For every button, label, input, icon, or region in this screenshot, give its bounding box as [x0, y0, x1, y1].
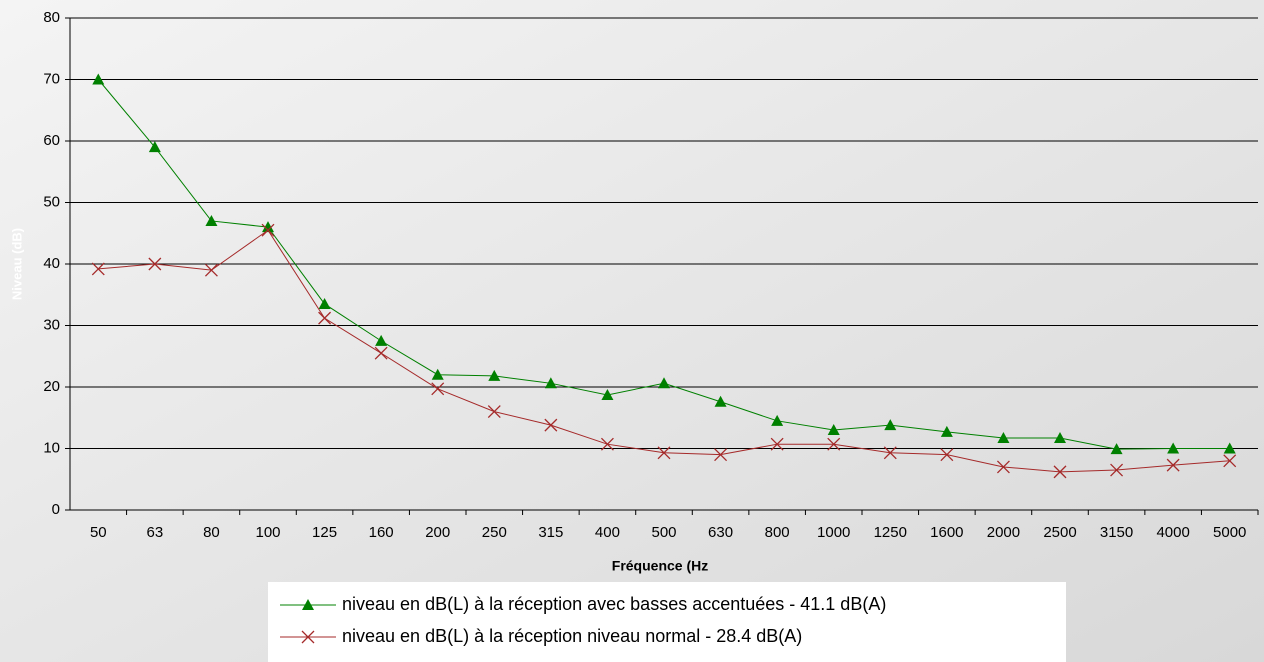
x-tick-label: 250 [482, 524, 507, 541]
y-tick-label: 0 [52, 501, 60, 518]
y-tick-label: 60 [43, 132, 60, 149]
y-tick-label: 50 [43, 193, 60, 210]
y-axis-label: Niveau (dB) [9, 228, 24, 300]
x-tick-label: 2000 [987, 524, 1020, 541]
legend-label: niveau en dB(L) à la réception niveau no… [342, 626, 802, 646]
x-tick-label: 400 [595, 524, 620, 541]
x-tick-label: 3150 [1100, 524, 1133, 541]
x-tick-label: 5000 [1213, 524, 1246, 541]
page: Fréquence (Hz Niveau (dB) 0 10 20 30 40 50 60 7… [0, 0, 1264, 662]
y-tick-label: 70 [43, 70, 60, 87]
y-tick-label: 80 [43, 9, 60, 26]
x-tick-label: 200 [425, 524, 450, 541]
x-tick-label: 1000 [817, 524, 850, 541]
x-tick-label: 63 [147, 524, 164, 541]
x-tick-label: 80 [203, 524, 220, 541]
y-tick-label: 20 [43, 378, 60, 395]
x-tick-label: 125 [312, 524, 337, 541]
y-tick-label: 10 [43, 439, 60, 456]
y-tick-label: 30 [43, 316, 60, 333]
x-tick-label: 630 [708, 524, 733, 541]
x-axis-label: Fréquence (Hz [612, 558, 708, 574]
x-tick-label: 500 [651, 524, 676, 541]
x-tick-label: 160 [369, 524, 394, 541]
chart: Fréquence (Hz Niveau (dB) 0 10 20 30 40 50 60 7… [0, 0, 1264, 662]
x-tick-label: 1250 [874, 524, 907, 541]
x-tick-label: 1600 [930, 524, 963, 541]
legend-label: niveau en dB(L) à la réception avec bass… [342, 594, 886, 614]
x-tick-label: 2500 [1043, 524, 1076, 541]
x-tick-label: 315 [538, 524, 563, 541]
x-tick-label: 100 [255, 524, 280, 541]
x-tick-label: 4000 [1156, 524, 1189, 541]
x-tick-label: 800 [765, 524, 790, 541]
x-tick-label: 50 [90, 524, 107, 541]
y-tick-label: 40 [43, 255, 60, 272]
